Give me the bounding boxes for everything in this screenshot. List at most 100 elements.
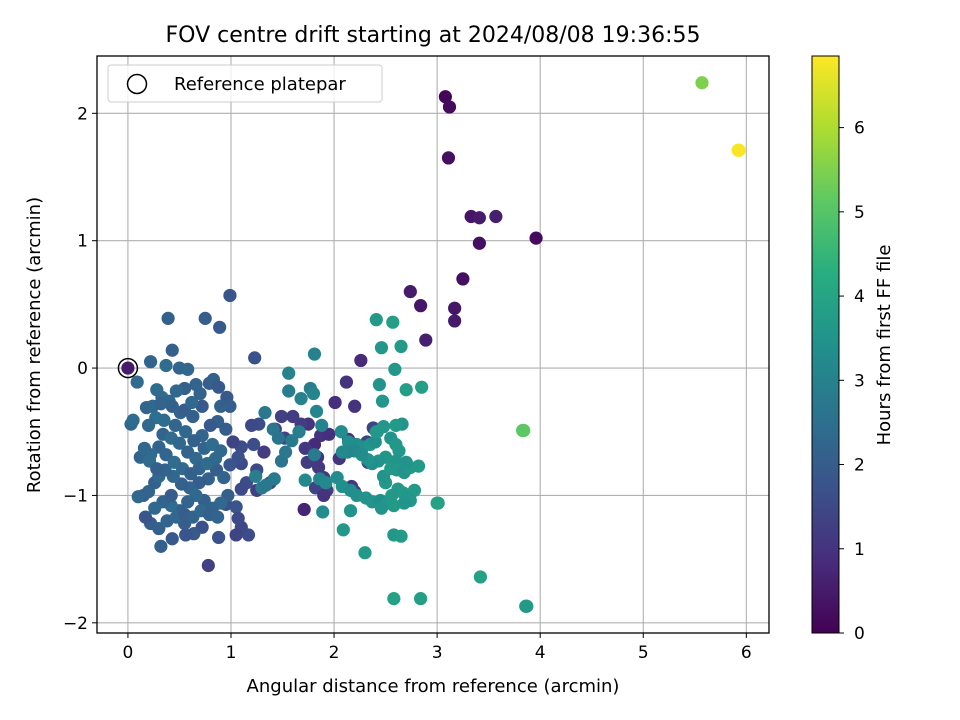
data-point: [394, 339, 408, 354]
data-point: [415, 380, 429, 394]
data-point: [372, 378, 387, 392]
data-point: [520, 599, 534, 613]
data-point: [179, 528, 193, 542]
x-tick-label: 4: [535, 643, 546, 663]
data-point: [223, 288, 237, 303]
data-point: [193, 386, 207, 401]
data-point: [130, 375, 144, 389]
data-point: [172, 436, 187, 450]
colorbar-tick-label: 5: [854, 203, 865, 223]
data-point: [226, 435, 240, 449]
y-axis-label: Rotation from reference (arcmin): [24, 197, 45, 493]
data-point: [165, 343, 179, 357]
data-point: [387, 499, 401, 513]
data-point: [489, 209, 503, 224]
data-point: [249, 469, 263, 483]
grid-lines: [97, 56, 769, 633]
data-point: [414, 299, 428, 313]
data-point: [411, 459, 426, 473]
data-point: [195, 399, 209, 413]
data-point: [212, 380, 226, 394]
data-point: [456, 272, 470, 286]
data-point: [392, 444, 406, 458]
data-point: [212, 530, 226, 545]
data-point: [169, 384, 183, 398]
data-point: [229, 528, 243, 542]
data-point: [159, 358, 173, 373]
colorbar-tick-label: 4: [854, 287, 865, 307]
data-point: [258, 406, 272, 420]
data-point: [368, 435, 382, 449]
data-point: [223, 399, 237, 413]
data-point: [369, 425, 383, 439]
chart-title: FOV centre drift starting at 2024/08/08 …: [166, 23, 701, 48]
data-point: [397, 496, 411, 510]
data-point: [387, 592, 401, 606]
x-axis-ticks: 0 1 2 3 4 5 6: [123, 633, 752, 663]
data-point: [374, 501, 389, 515]
data-point: [407, 483, 422, 497]
data-point: [131, 490, 145, 504]
data-point: [150, 462, 164, 476]
colorbar-gradient: [811, 55, 840, 634]
data-point: [298, 441, 312, 455]
data-point: [315, 418, 329, 432]
colorbar-tick-label: 3: [854, 371, 865, 391]
data-point: [279, 445, 293, 459]
data-point: [311, 460, 326, 475]
data-point: [448, 301, 462, 315]
data-point: [472, 211, 486, 225]
data-point: [247, 437, 261, 452]
y-tick-label: −1: [63, 486, 88, 506]
y-axis-ticks: 2 1 0 −1 −2: [63, 104, 97, 634]
data-point: [403, 285, 417, 299]
data-point: [274, 409, 289, 424]
data-point: [394, 529, 408, 543]
data-point: [285, 434, 299, 448]
data-point: [297, 502, 311, 517]
data-point: [339, 375, 354, 389]
x-tick-label: 6: [741, 643, 752, 663]
data-point: [181, 362, 195, 376]
data-point: [245, 418, 259, 432]
data-point: [399, 455, 413, 469]
data-point: [286, 409, 300, 424]
data-point: [306, 386, 321, 401]
data-point: [358, 546, 372, 560]
data-point: [141, 418, 156, 432]
y-tick-label: −2: [63, 614, 88, 634]
legend-entry-label: Reference platepar: [174, 74, 346, 95]
colorbar-tick-label: 6: [854, 119, 865, 139]
y-tick-label: 0: [77, 359, 88, 379]
data-point: [430, 496, 444, 510]
data-point: [189, 451, 203, 466]
data-point: [292, 425, 306, 439]
data-point: [298, 473, 312, 487]
data-point: [137, 441, 152, 455]
data-point: [213, 320, 227, 334]
data-point: [473, 570, 488, 584]
data-point: [388, 362, 402, 376]
data-point: [438, 90, 452, 104]
data-point: [386, 315, 400, 329]
x-tick-label: 3: [432, 643, 443, 663]
data-point: [187, 434, 201, 448]
scatter-points: [124, 76, 746, 613]
data-point: [369, 313, 383, 327]
data-point: [150, 383, 164, 397]
data-point: [354, 353, 368, 368]
legend: Reference platepar: [107, 64, 383, 103]
data-point: [317, 488, 331, 503]
x-tick-label: 5: [638, 643, 649, 663]
data-point: [219, 422, 233, 436]
data-point: [161, 311, 175, 325]
x-tick-label: 2: [329, 643, 340, 663]
data-point: [414, 592, 428, 606]
data-point: [374, 341, 389, 355]
data-point: [322, 427, 336, 441]
colorbar-tick-label: 0: [854, 624, 865, 644]
data-point: [257, 445, 271, 459]
data-point: [154, 397, 168, 411]
data-point: [179, 425, 193, 439]
